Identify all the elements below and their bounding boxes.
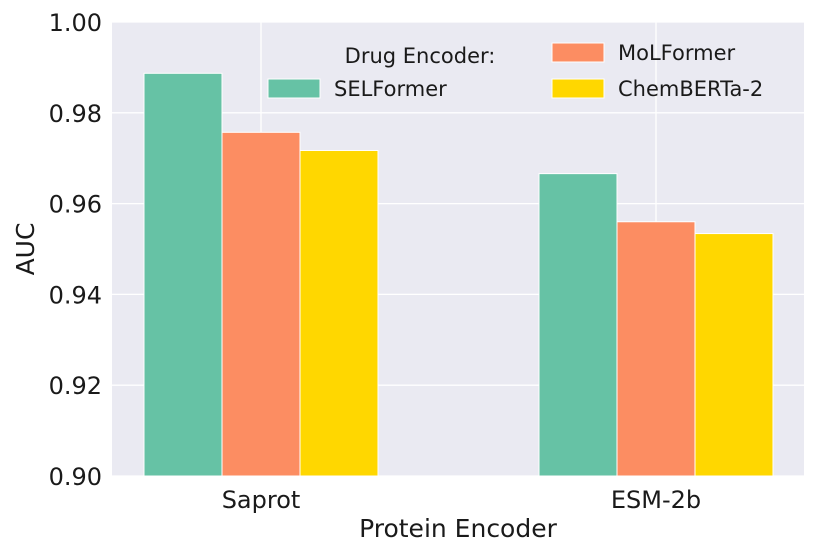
bar-chemberta-2-saprot <box>299 149 379 477</box>
x-axis-label: Protein Encoder <box>359 514 558 543</box>
x-tick-label: ESM-2b <box>611 486 701 514</box>
x-tick-label: Saprot <box>222 486 301 514</box>
y-tick-label: 0.92 <box>49 372 102 400</box>
y-tick-label: 0.94 <box>49 281 102 309</box>
legend-title: Drug Encoder: <box>345 44 496 68</box>
legend-swatch <box>267 78 321 99</box>
legend-entry-label: MoLFormer <box>618 41 735 65</box>
y-tick-label: 0.98 <box>49 100 102 128</box>
y-tick-label: 0.90 <box>49 463 102 491</box>
y-axis-label: AUC <box>11 223 40 276</box>
legend-swatch <box>551 42 605 63</box>
bar-molformer-saprot <box>221 131 301 477</box>
y-tick-label: 1.00 <box>49 9 102 37</box>
legend: Drug Encoder: SELFormer MoLFormer ChemBERT… <box>267 41 763 101</box>
y-tick-label: 0.96 <box>49 191 102 219</box>
bar-selformer-saprot <box>143 72 223 477</box>
bar-chemberta-2-esm-2b <box>694 233 774 477</box>
bar-selformer-esm-2b <box>538 173 618 477</box>
bar-molformer-esm-2b <box>616 221 696 477</box>
legend-entry-label: ChemBERTa-2 <box>618 77 763 101</box>
legend-entry-label: SELFormer <box>334 77 447 101</box>
bars <box>143 72 774 477</box>
y-tick-labels: 0.90 0.92 0.94 0.96 0.98 1.00 <box>49 9 102 491</box>
legend-swatch <box>551 78 605 99</box>
x-tick-labels: Saprot ESM-2b <box>222 486 701 514</box>
